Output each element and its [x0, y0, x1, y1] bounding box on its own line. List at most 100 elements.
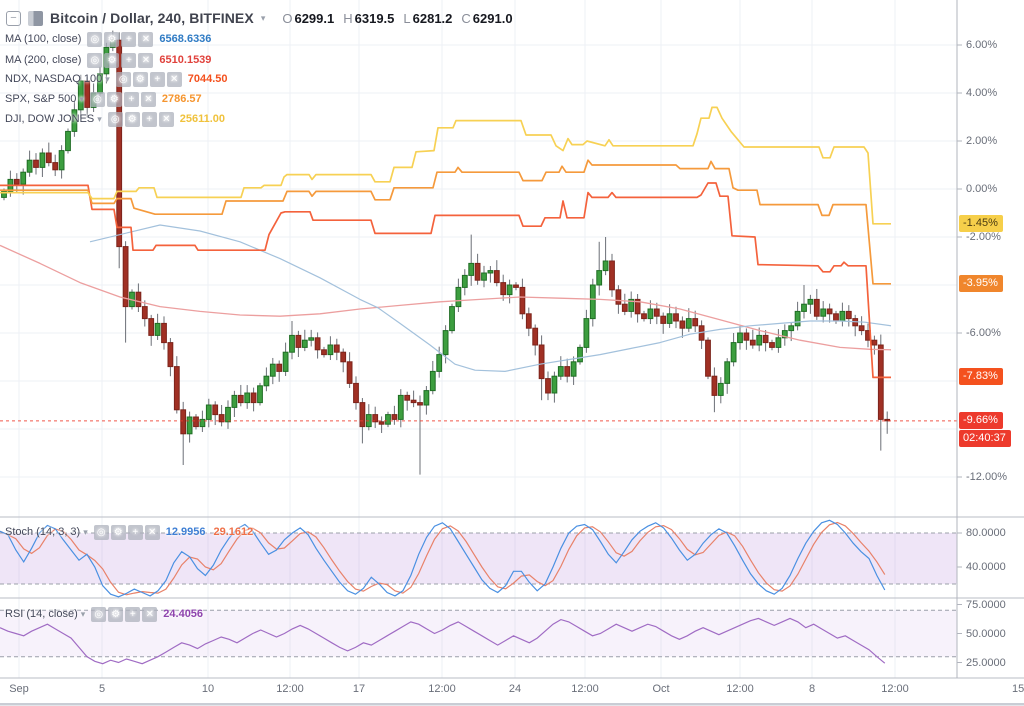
- ohlc-c: C 6291.0: [461, 11, 512, 26]
- gear-icon[interactable]: ⚙: [108, 606, 124, 622]
- ohlc-h: H 6319.5: [343, 11, 394, 26]
- legend-buttons: ◎ ⚙ + ✕: [87, 31, 154, 47]
- rsi-legend-value: 24.4056: [163, 608, 204, 620]
- ohlc-value: 6319.5: [354, 10, 395, 26]
- eye-icon[interactable]: ◎: [87, 31, 103, 47]
- collapse-icon[interactable]: −: [6, 10, 21, 26]
- rsi-legend-buttons: ◎ ⚙ + ✕: [91, 606, 158, 622]
- eye-icon[interactable]: ◎: [91, 606, 107, 622]
- ohlc-o: O 6299.1: [282, 11, 334, 26]
- time-axis-label: 8: [808, 683, 816, 695]
- time-axis-label: 12:00: [881, 683, 909, 695]
- ohlc-value: 6299.1: [294, 10, 335, 26]
- close-icon[interactable]: ✕: [142, 606, 158, 622]
- legend-label: MA (100, close): [5, 33, 82, 45]
- time-axis-label: Oct: [652, 683, 670, 695]
- time-axis-label: 12:00: [726, 683, 754, 695]
- eye-icon[interactable]: ◎: [87, 52, 103, 68]
- time-axis-label: 12:00: [428, 683, 456, 695]
- stoch-axis-label: 80.0000: [966, 527, 1006, 539]
- chevron-down-icon[interactable]: ▾: [79, 93, 84, 104]
- legend-label: DJI, DOW JONES: [5, 113, 95, 125]
- chevron-down-icon[interactable]: ▾: [83, 526, 88, 537]
- rsi-legend[interactable]: RSI (14, close) ▾ ◎ ⚙ + ✕ 24.4056: [5, 606, 203, 622]
- chevron-down-icon[interactable]: ▾: [97, 113, 102, 124]
- plus-icon[interactable]: +: [121, 52, 137, 68]
- ohlc-value: 6281.2: [412, 10, 453, 26]
- stoch-value: 12.9956: [165, 526, 206, 538]
- legend-value: 25611.00: [179, 113, 226, 125]
- stoch-legend-title: Stoch (14, 3, 3): [5, 526, 81, 538]
- legend-label: SPX, S&P 500: [5, 93, 77, 105]
- ohlc-values: O 6299.1 H 6319.5 L 6281.2 C 6291.0: [282, 11, 512, 26]
- legend-label: NDX, NASDAQ 100: [5, 73, 103, 85]
- rsi-axis-label: 75.0000: [966, 598, 1006, 611]
- legend-buttons: ◎ ⚙ + ✕: [87, 52, 154, 68]
- plus-icon[interactable]: +: [125, 606, 141, 622]
- close-icon[interactable]: ✕: [140, 91, 156, 107]
- price-axis-label: 2.00%: [966, 135, 998, 147]
- gear-icon[interactable]: ⚙: [124, 111, 140, 127]
- plus-icon[interactable]: +: [149, 71, 165, 87]
- price-axis-label: -2.00%: [966, 231, 1001, 243]
- stoch-legend[interactable]: Stoch (14, 3, 3) ▾ ◎ ⚙ + ✕ 12.9956 29.1612: [5, 524, 261, 540]
- rsi-axis-label: 25.0000: [966, 656, 1006, 669]
- gear-icon[interactable]: ⚙: [132, 71, 148, 87]
- plus-icon[interactable]: +: [123, 91, 139, 107]
- price-axis-label: -12.00%: [966, 471, 1007, 483]
- price-badge: -1.45%: [959, 215, 1003, 233]
- close-icon[interactable]: ✕: [144, 524, 160, 540]
- legend-row-3[interactable]: SPX, S&P 500 ▾ ◎ ⚙ + ✕ 2786.57: [5, 91, 202, 107]
- eye-icon[interactable]: ◎: [93, 524, 109, 540]
- stoch-value: 29.1612: [213, 526, 254, 538]
- plus-icon[interactable]: +: [121, 31, 137, 47]
- time-axis-label: 12:00: [276, 683, 304, 695]
- ohlc-value: 6291.0: [472, 10, 513, 26]
- legend-label: MA (200, close): [5, 54, 82, 66]
- plus-icon[interactable]: +: [141, 111, 157, 127]
- time-axis-label: 24: [508, 683, 522, 695]
- stoch-legend-values: 12.9956 29.1612: [166, 526, 262, 538]
- chevron-down-icon[interactable]: ▾: [105, 73, 110, 84]
- price-axis-label: 4.00%: [966, 87, 998, 99]
- time-axis-label: Sep: [9, 683, 29, 695]
- price-badge: -3.95%: [959, 275, 1003, 293]
- close-icon[interactable]: ✕: [158, 111, 174, 127]
- legend-row-1[interactable]: MA (200, close) ◎ ⚙ + ✕ 6510.1539: [5, 52, 211, 68]
- rsi-axis-label: 50.0000: [966, 627, 1006, 640]
- legend-row-2[interactable]: NDX, NASDAQ 100 ▾ ◎ ⚙ + ✕ 7044.50: [5, 71, 228, 87]
- price-axis-label: -6.00%: [966, 327, 1001, 339]
- time-axis-label: 10: [201, 683, 215, 695]
- rsi-legend-title: RSI (14, close): [5, 608, 78, 620]
- gear-icon[interactable]: ⚙: [106, 91, 122, 107]
- price-badge: -7.83%: [959, 368, 1003, 386]
- ohlc-label: O: [282, 10, 293, 26]
- time-axis-label: 12:00: [571, 683, 599, 695]
- price-axis-label: 0.00%: [966, 183, 998, 195]
- plus-icon[interactable]: +: [127, 524, 143, 540]
- legend-row-0[interactable]: MA (100, close) ◎ ⚙ + ✕ 6568.6336: [5, 31, 211, 47]
- chevron-down-icon[interactable]: ▾: [260, 12, 266, 23]
- symbol-title[interactable]: Bitcoin / Dollar, 240, BITFINEX: [50, 10, 254, 26]
- gear-icon[interactable]: ⚙: [104, 52, 120, 68]
- gear-icon[interactable]: ⚙: [110, 524, 126, 540]
- eye-icon[interactable]: ◎: [89, 91, 105, 107]
- time-axis-label: 15: [1012, 683, 1024, 695]
- chevron-down-icon[interactable]: ▾: [80, 608, 86, 619]
- eye-icon[interactable]: ◎: [115, 71, 131, 87]
- gear-icon[interactable]: ⚙: [104, 31, 120, 47]
- legend-row-4[interactable]: DJI, DOW JONES ▾ ◎ ⚙ + ✕ 25611.00: [5, 111, 225, 127]
- ohlc-label: L: [403, 10, 411, 26]
- eye-icon[interactable]: ◎: [107, 111, 123, 127]
- price-badge: -9.66%: [959, 412, 1003, 430]
- ohlc-label: H: [343, 10, 353, 26]
- close-icon[interactable]: ✕: [138, 31, 154, 47]
- legend-value: 6510.1539: [159, 54, 212, 66]
- close-icon[interactable]: ✕: [138, 52, 154, 68]
- stoch-axis-label: 40.0000: [966, 561, 1006, 573]
- price-axis-label: 6.00%: [966, 39, 998, 51]
- close-icon[interactable]: ✕: [166, 71, 182, 87]
- ohlc-label: C: [461, 10, 471, 26]
